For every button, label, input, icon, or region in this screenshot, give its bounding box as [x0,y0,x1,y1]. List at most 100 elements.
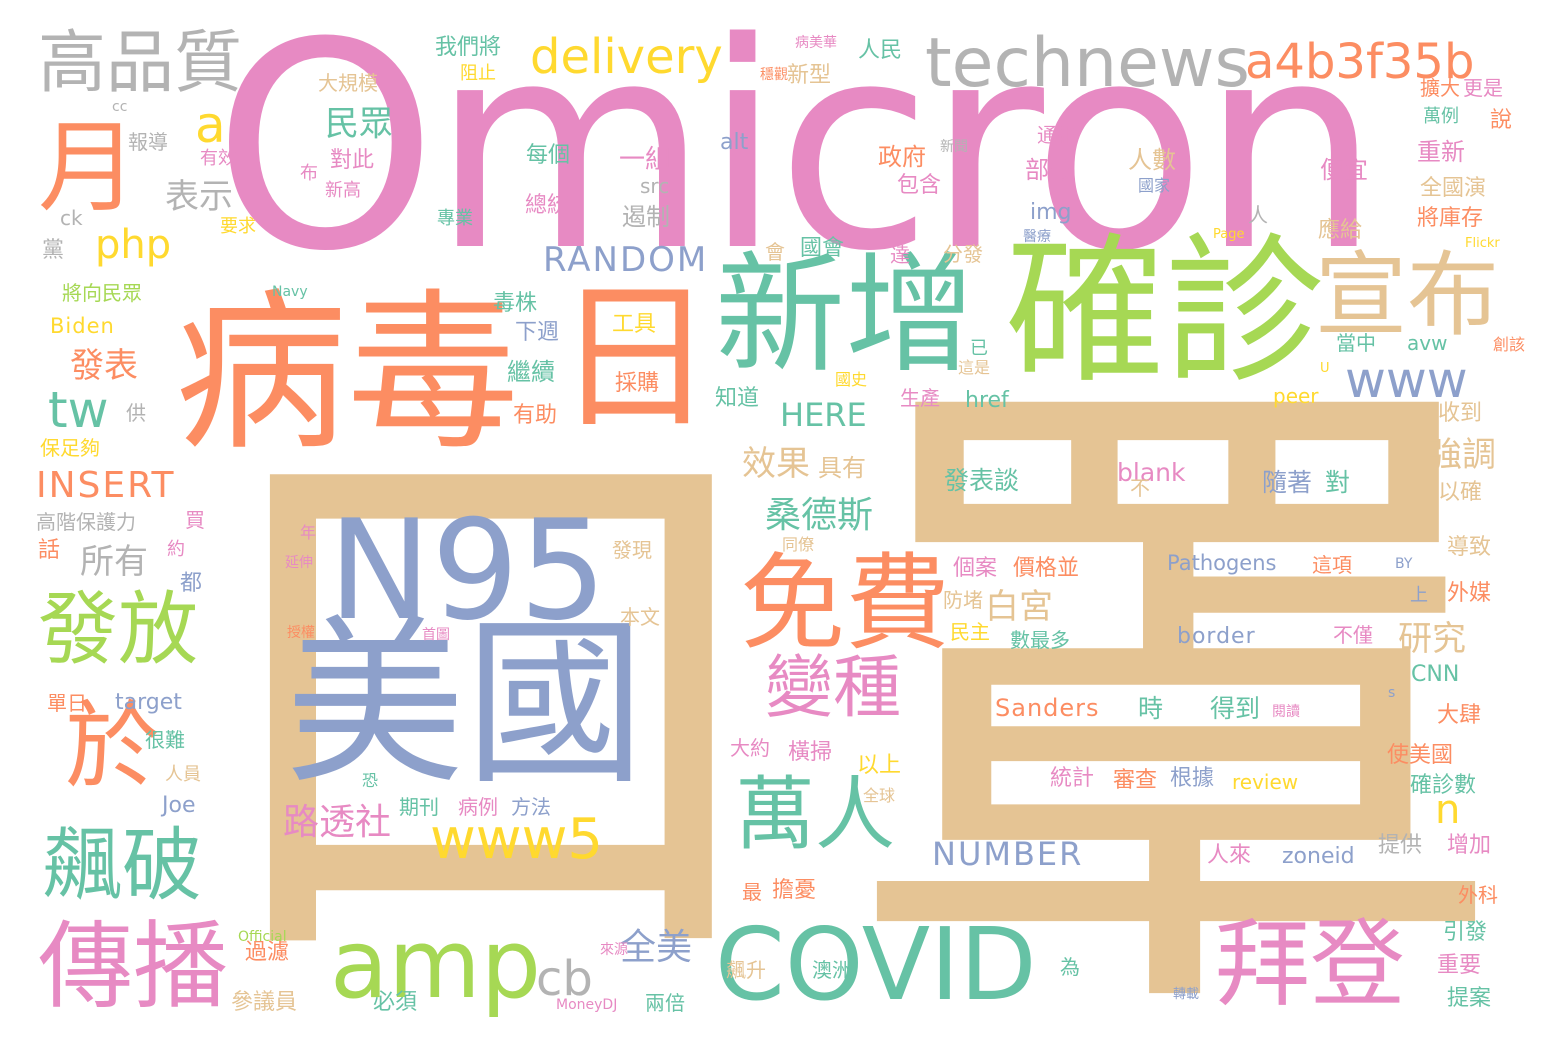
cloud-word: target [115,690,182,715]
cloud-word: 延伸 [285,555,313,571]
cloud-word: blank [1117,458,1186,487]
cloud-word: 防堵 [943,588,983,612]
cloud-word: 使美國 [1387,743,1454,768]
cloud-word: 穩觀 [760,67,788,83]
cloud-word: Flickr [1465,236,1500,251]
cloud-word: technews [925,24,1250,103]
cloud-word: cc [112,99,128,115]
cloud-word: 研究 [1398,619,1466,659]
cloud-word: 過濾 [245,940,290,965]
cloud-word: 通報 [1037,123,1077,147]
cloud-word: MoneyDJ [556,997,618,1013]
cloud-word: 外媒 [1447,581,1492,606]
cloud-word: BY [1395,556,1413,572]
cloud-word: 增加 [1447,833,1492,858]
cloud-word: 工具 [612,312,657,337]
cloud-word: 審查 [1113,768,1158,793]
cloud-word: 人數 [1128,146,1176,174]
cloud-word: 擴大 [1420,76,1460,100]
cloud-word: 更是 [1463,76,1503,100]
cloud-word: 國家 [1138,176,1171,195]
cloud-word: 兩倍 [645,991,685,1015]
cloud-word: Sanders [995,694,1100,722]
cloud-word: 方法 [511,795,551,819]
cloud-word: 擔憂 [772,878,817,903]
cloud-word: 新型 [787,63,832,88]
cloud-word: 免費 [740,543,951,665]
cloud-word: 新增 [715,239,976,391]
cloud-word: 傳播 [38,912,229,1022]
cloud-word: NUMBER [932,835,1084,873]
cloud-word: 期刊 [399,795,439,819]
cloud-word: RANDOM [543,240,709,280]
cloud-word: 罩 [840,317,1512,1052]
cloud-word: a4b3f35b [1245,34,1475,90]
cloud-word: 採購 [615,371,660,396]
cloud-word: ck [60,206,83,230]
cloud-word: COVID [715,906,1037,1023]
cloud-word: 得到 [1210,694,1261,723]
cloud-word: 發表 [70,346,138,386]
cloud-word: 將向民眾 [62,281,142,305]
cloud-word: 效果 [742,444,810,484]
cloud-word: 毒株 [493,291,538,316]
cloud-word: 醫療 [1023,229,1051,245]
cloud-word: 分發 [943,242,983,266]
cloud-word: 全國演 [1420,176,1487,201]
cloud-word: 人來 [1207,843,1252,868]
cloud-word: 變種 [765,649,902,728]
cloud-word: 拜登 [1215,910,1406,1020]
cloud-word: 不 [1130,476,1150,500]
cloud-word: 萬人 [735,768,895,861]
cloud-word: 個案 [953,556,998,581]
cloud-word: 於 [65,692,161,802]
cloud-word: 時 [1138,694,1164,723]
cloud-word: peer [1273,384,1319,408]
cloud-word: 政府 [878,143,926,171]
cloud-word: 重新 [1417,138,1465,166]
cloud-word: 總統 [525,193,570,218]
cloud-word: www5 [430,807,604,872]
cloud-word: 參議員 [231,990,298,1015]
cloud-word: 以上 [857,753,902,778]
cloud-word: 病美華 [795,35,837,51]
cloud-word: 這是 [958,358,991,377]
cloud-word: php [95,222,172,268]
cloud-word: 日 [555,264,716,451]
cloud-word: 人員 [165,764,201,785]
cloud-word: 年 [300,523,317,542]
cloud-word: 當中 [1336,331,1376,355]
cloud-word: 全球 [863,786,896,805]
cloud-word: Joe [162,793,196,818]
cloud-word: 來源 [600,942,628,958]
cloud-word: zoneid [1282,844,1355,869]
cloud-word: 大規模 [318,71,378,95]
cloud-word: 價格並 [1013,556,1080,581]
cloud-word: 遏制 [622,203,670,231]
cloud-word: 白宮 [985,587,1053,627]
cloud-word: 閱讀 [1272,704,1300,720]
cloud-word: 具有 [818,454,866,482]
cloud-word: 知道 [715,386,760,411]
cloud-word: 表示 [165,177,233,217]
cloud-word: 應給 [1318,218,1363,243]
cloud-word: src [640,174,670,198]
cloud-word: 授權 [287,625,315,641]
cloud-word: 人民 [858,38,903,63]
cloud-word: 確診數 [1410,773,1477,798]
cloud-word: 高階保護力 [36,510,136,534]
cloud-word: 民眾 [325,104,393,144]
cloud-word: 對 [1325,468,1351,497]
cloud-word: 創該 [1493,335,1526,354]
cloud-word: 部分 [1025,156,1073,184]
cloud-word: Omicron [213,0,1381,314]
cloud-word: 繼續 [507,358,555,386]
cloud-word: Bernie [338,844,409,868]
cloud-word: 以確 [1438,480,1483,505]
cloud-word: border [1177,624,1256,649]
cloud-word: 上 [1410,585,1428,606]
cloud-word: 最 [742,880,762,904]
cloud-word: 一組 [619,145,672,175]
cloud-word: 單日 [47,691,87,715]
cloud-word: 同僚 [782,535,815,554]
